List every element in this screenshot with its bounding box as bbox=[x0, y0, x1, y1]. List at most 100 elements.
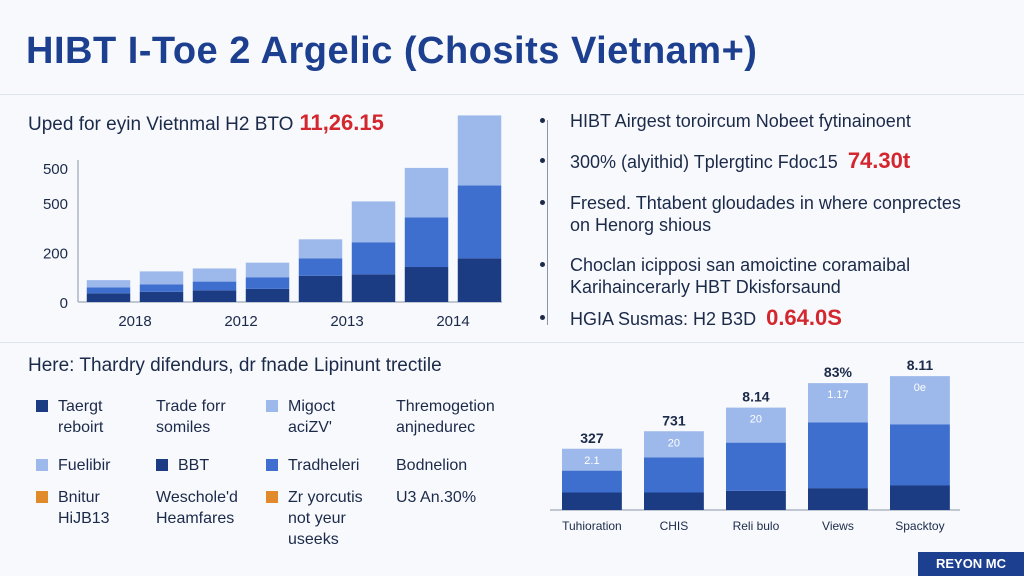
bar-segment bbox=[298, 239, 343, 259]
y-tick-label: 500 bbox=[43, 196, 68, 213]
x-tick-label: Views bbox=[822, 519, 854, 533]
bullet-text: HGIA Susmas: H2 B3D 0.64.0S bbox=[570, 307, 842, 330]
bullet-text-line: HGIA Susmas: H2 B3D bbox=[570, 309, 757, 329]
section-divider bbox=[0, 342, 1024, 343]
legend-label: U3 An.30% bbox=[396, 489, 477, 506]
bar-segment bbox=[890, 424, 950, 486]
legend-label: Weschole'd Heamfares bbox=[156, 489, 238, 527]
bar-segment bbox=[298, 275, 343, 302]
bar-segment bbox=[192, 268, 237, 282]
bar-segment bbox=[457, 115, 502, 186]
legend-label: Fuelibir bbox=[58, 457, 111, 474]
bar-segment bbox=[562, 492, 622, 510]
bar-segment bbox=[351, 201, 396, 243]
bar-segment bbox=[86, 280, 131, 288]
chart-subtitle-text: Uped for eyin Vietnmal H2 BTO bbox=[28, 114, 294, 135]
bar-segment bbox=[726, 490, 786, 510]
bullet-text: Fresed. Thtabent gloudades in where conp… bbox=[570, 192, 961, 236]
x-tick-label: 2012 bbox=[224, 313, 257, 330]
growth-stacked-bar-chart: 500 500 200 0 2018 2012 2013 2014 bbox=[43, 115, 502, 330]
legend-label: Bnitur HiJB13 bbox=[58, 489, 110, 527]
bullet-text-line: 300% (alyithid) Tplergtinc Fdoc15 bbox=[570, 152, 838, 172]
page-title: HIBT I-Toe 2 Argelic (Chosits Vietnam+) bbox=[26, 30, 758, 72]
bullet-text-line: on Henorg shious bbox=[570, 215, 712, 235]
bar-segment bbox=[139, 271, 184, 285]
bullet-text-line: HIBT Airgest toroircum Nobeet fytinainoe… bbox=[570, 111, 911, 131]
inner-label: 20 bbox=[750, 414, 762, 426]
legend-swatch bbox=[36, 459, 48, 471]
bar-segment bbox=[404, 217, 449, 268]
bar-segment bbox=[726, 407, 786, 443]
bar-segment bbox=[562, 448, 622, 471]
legend-label: Tradheleri bbox=[288, 457, 360, 474]
legend-label: Migoct aciZV' bbox=[288, 398, 336, 436]
bar-segment bbox=[457, 258, 502, 302]
data-label: 8.14 bbox=[742, 389, 769, 405]
legend-swatch bbox=[266, 400, 278, 412]
data-label: 8.11 bbox=[907, 357, 934, 373]
bar-segment bbox=[245, 277, 290, 289]
bar-segment bbox=[808, 383, 868, 423]
y-tick-label: 500 bbox=[43, 161, 68, 178]
legend-heading: Here: Thardry difendurs, dr fnade Lipinu… bbox=[28, 355, 442, 376]
legend-label: Trade forr somiles bbox=[156, 398, 226, 436]
bar-segment bbox=[139, 291, 184, 302]
bar-segment bbox=[644, 457, 704, 493]
bar-segment bbox=[890, 485, 950, 510]
bar-segment bbox=[562, 470, 622, 493]
bullet-dot-icon bbox=[540, 315, 545, 320]
data-label: 731 bbox=[662, 412, 686, 428]
inner-label: 2.1 bbox=[584, 455, 599, 467]
data-label: 327 bbox=[580, 430, 604, 446]
bar-segment bbox=[404, 267, 449, 302]
bullet-value: 0.64.0S bbox=[766, 305, 842, 330]
bullet-text: Choclan icipposi san amoictine coramaiba… bbox=[570, 254, 910, 298]
legend-label: BBT bbox=[178, 457, 210, 474]
inner-label: 0e bbox=[914, 382, 926, 394]
bar-segment bbox=[808, 422, 868, 489]
data-label: 83% bbox=[824, 364, 853, 380]
bar-segment bbox=[404, 167, 449, 218]
legend-swatch bbox=[36, 491, 48, 503]
x-tick-label: 2014 bbox=[436, 313, 469, 330]
bar-segment bbox=[351, 274, 396, 302]
legend-swatch bbox=[266, 491, 278, 503]
x-tick-label: 2018 bbox=[118, 313, 151, 330]
chart-subtitle-value: 11,26.15 bbox=[299, 110, 384, 135]
bar-segment bbox=[245, 288, 290, 302]
bar-segment bbox=[192, 290, 237, 302]
legend-label: Bodnelion bbox=[396, 457, 468, 474]
bar-segment bbox=[457, 185, 502, 259]
legend-swatch bbox=[156, 459, 168, 471]
legend-label: Thremogetion anjnedurec bbox=[396, 398, 495, 436]
bullet-text: 300% (alyithid) Tplergtinc Fdoc15 74.30t bbox=[570, 150, 910, 173]
bullet-timeline-line bbox=[547, 120, 548, 325]
bullet-value: 74.30t bbox=[847, 148, 911, 173]
bar-segment bbox=[139, 284, 184, 292]
bar-segment bbox=[808, 488, 868, 510]
chart-subtitle: Uped for eyin Vietnmal H2 BTO 11,26.15 bbox=[28, 110, 384, 136]
bullet-text: HIBT Airgest toroircum Nobeet fytinainoe… bbox=[570, 110, 911, 132]
x-tick-label: CHIS bbox=[660, 519, 689, 533]
bullet-dot-icon bbox=[540, 158, 545, 163]
header-divider bbox=[0, 94, 1024, 95]
legend-label: Zr yorcutis not yeur useeks bbox=[288, 489, 363, 548]
y-tick-label: 200 bbox=[43, 245, 68, 262]
bullet-dot-icon bbox=[540, 200, 545, 205]
bar-segment bbox=[86, 287, 131, 294]
x-tick-label: Spacktoy bbox=[895, 519, 944, 533]
bullet-text-line: Karihaincerarly HBT Dkisforsaund bbox=[570, 277, 841, 297]
bar-segment bbox=[644, 492, 704, 510]
bar-segment bbox=[245, 262, 290, 278]
bullet-text-line: Choclan icipposi san amoictine coramaiba… bbox=[570, 255, 911, 275]
x-tick-label: Reli bulo bbox=[733, 519, 780, 533]
category-stacked-bar-chart: 327 2.1 Tuhioration 731 20 CHIS 8.14 20 Reli bul… bbox=[550, 357, 960, 533]
bar-segment bbox=[192, 281, 237, 291]
bullet-dot-icon bbox=[540, 118, 545, 123]
bullet-dot-icon bbox=[540, 262, 545, 267]
inner-label: 20 bbox=[668, 437, 680, 449]
bar-segment bbox=[890, 376, 950, 425]
bar-segment bbox=[86, 293, 131, 302]
x-tick-label: 2013 bbox=[330, 313, 363, 330]
bar-segment bbox=[726, 442, 786, 491]
